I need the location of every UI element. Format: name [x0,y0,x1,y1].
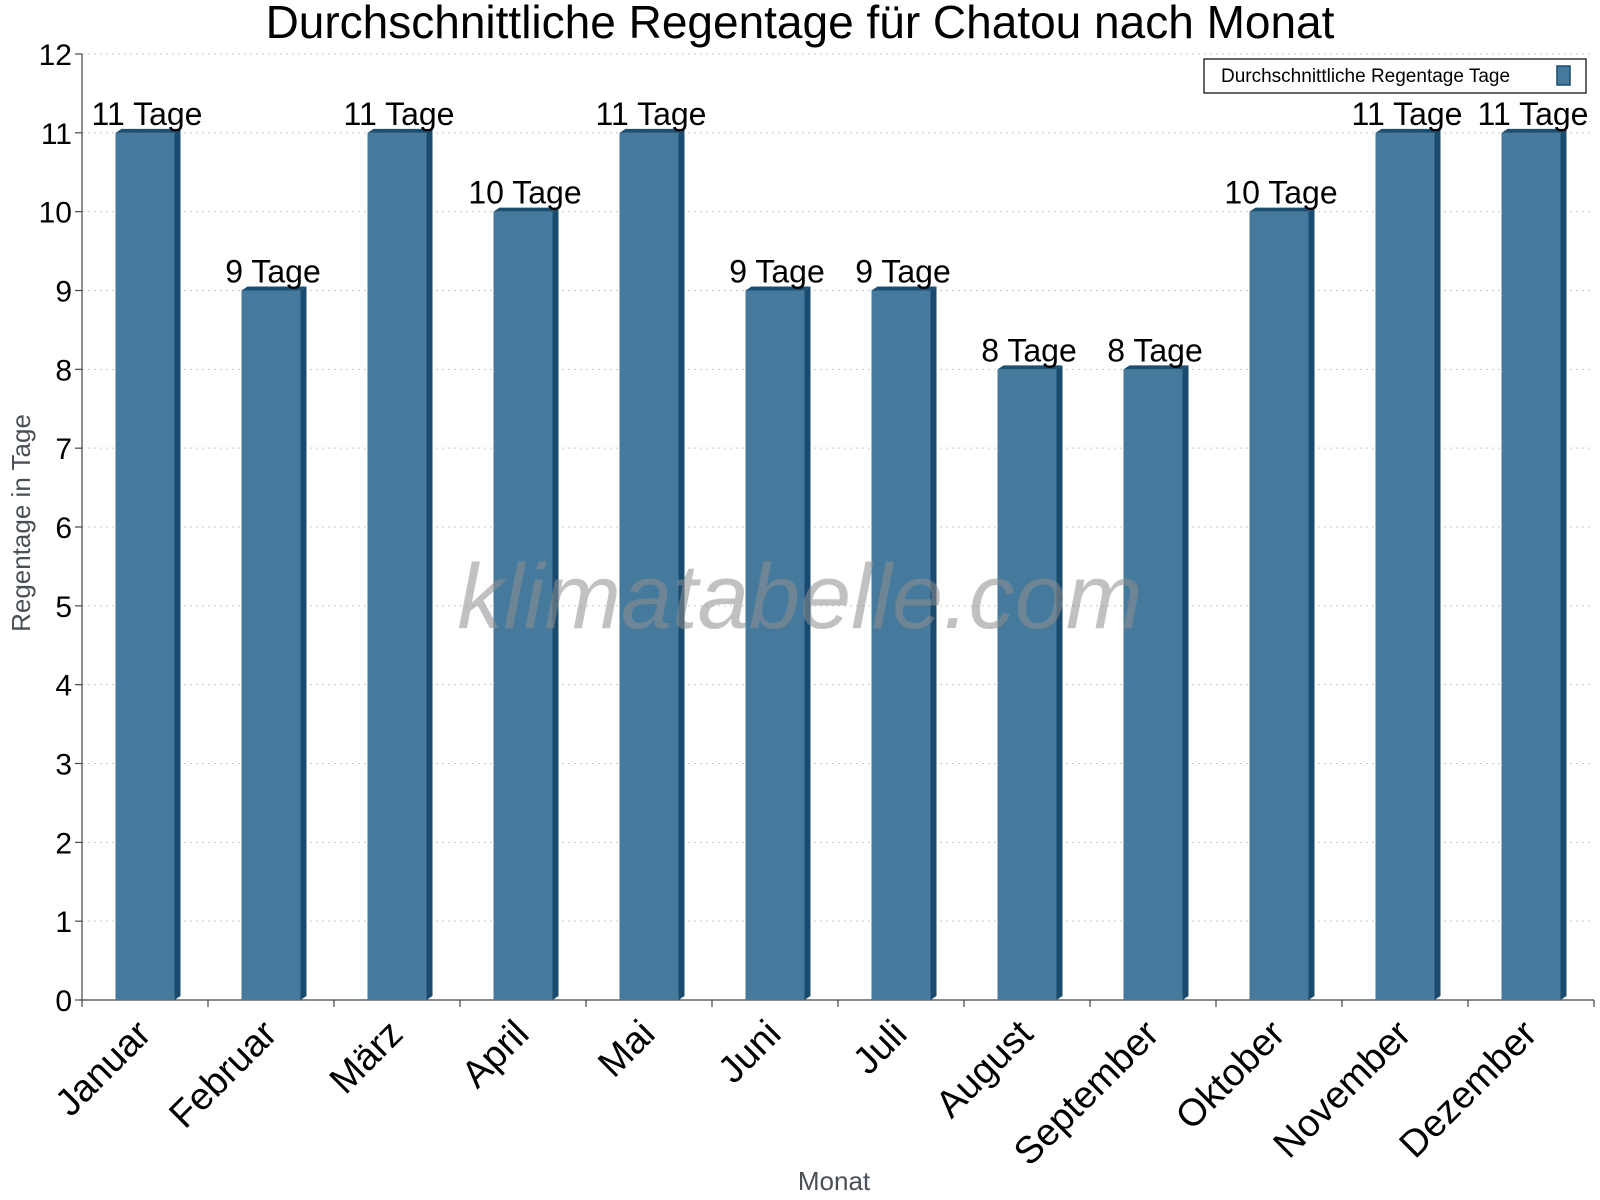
x-tick-label-2: Februar [162,1012,286,1136]
y-tick-label: 0 [55,985,72,1018]
bar-5 [619,128,685,1001]
bar-value-labels: 11 Tage 9 Tage 11 Tage 10 Tage 11 Tage 9 Tage… [92,96,1589,369]
x-tick-label-5: Mai [590,1013,663,1086]
bar-side [1056,365,1063,1000]
bar-side [930,286,937,1000]
bar-side [1182,365,1189,1000]
legend: Durchschnittliche Regentage Tage [1203,58,1587,94]
bar-10 [1249,207,1315,1000]
bar-side [678,128,685,1001]
bar-top [493,207,559,212]
y-tick-label: 2 [55,827,72,860]
bar-11 [1375,128,1441,1001]
bar-side [1434,128,1441,1001]
y-axis-label: Regentage in Tage [6,414,36,632]
bar-top [1501,128,1567,133]
x-tick-label-11: November [1266,1012,1420,1166]
x-tick-label-8: August [928,1012,1042,1126]
y-tick-label: 3 [55,749,72,782]
bar-front [619,132,679,1001]
bar-9 [1123,365,1189,1000]
bar-front [1375,132,1435,1001]
bar-top [1375,128,1441,133]
bar-6 [745,286,811,1000]
legend-swatch [1556,65,1571,86]
bar-top [241,286,307,291]
bar-value-label: 11 Tage [596,96,707,132]
bar-side [426,128,433,1001]
x-tick-label-3: März [322,1013,411,1102]
bar-value-label: 11 Tage [1352,96,1463,132]
bar-front [871,290,931,1000]
legend-box [1203,58,1587,94]
bar-value-label: 8 Tage [1107,332,1203,368]
bar-side [174,128,181,1001]
bar-value-label: 11 Tage [1478,96,1589,132]
x-tick-labels: Januar Februar März April Mai Juni Juli AugustS… [47,1000,1595,1174]
x-tick-label-7: Juli [845,1013,915,1083]
y-tick-label: 12 [39,39,72,72]
bar-front [745,290,805,1000]
bar-front [1249,211,1309,1000]
bar-value-label: 9 Tage [729,254,825,290]
bar-front [997,369,1057,1000]
grid-lines [82,53,1594,922]
bar-side [552,207,559,1000]
chart-title: Durchschnittliche Regentage für Chatou n… [266,0,1335,48]
bars [115,128,1567,1001]
y-tick-label: 7 [55,433,72,466]
x-tick-label-1: Januar [47,1012,159,1124]
bar-front [1501,132,1561,1001]
y-tick-label: 5 [55,591,72,624]
bar-value-label: 11 Tage [344,96,455,132]
bar-front [1123,369,1183,1000]
bar-4 [493,207,559,1000]
bar-value-label: 9 Tage [225,254,321,290]
bar-top [367,128,433,133]
bar-top [1123,365,1189,370]
x-tick-label-12: Dezember [1392,1012,1546,1166]
bar-value-label: 9 Tage [855,254,951,290]
bar-top [619,128,685,133]
bar-top [997,365,1063,370]
bar-side [300,286,307,1000]
bar-front [115,132,175,1001]
x-tick-label-10: Oktober [1168,1012,1294,1138]
bar-side [804,286,811,1000]
bar-7 [871,286,937,1000]
y-tick-label: 9 [55,276,72,309]
y-tick-label: 1 [55,906,72,939]
bar-top [871,286,937,291]
bar-3 [367,128,433,1001]
bar-12 [1501,128,1567,1001]
bar-top [745,286,811,291]
bar-top [1249,207,1315,212]
watermark: klimatabelle.com [457,546,1142,648]
bar-top [115,128,181,133]
bar-front [367,132,427,1001]
bar-8 [997,365,1063,1000]
legend-entry-label: Durchschnittliche Regentage Tage [1221,66,1510,87]
bar-value-label: 10 Tage [1224,175,1337,211]
bar-front [493,211,553,1000]
bar-side [1308,207,1315,1000]
bar-value-label: 11 Tage [92,96,203,132]
x-axis-label: Monat [798,1166,871,1196]
y-tick-label: 8 [55,354,72,387]
y-tick-label: 6 [55,512,72,545]
bar-1 [115,128,181,1001]
y-tick-label: 11 [41,118,72,151]
y-tick-label: 10 [39,197,72,230]
bar-value-label: 8 Tage [981,332,1077,368]
bar-front [241,290,301,1000]
bar-side [1560,128,1567,1001]
x-tick-label-4: April [454,1013,537,1096]
bar-value-label: 10 Tage [468,175,581,211]
bar-2 [241,286,307,1000]
y-tick-label: 4 [55,670,72,703]
x-tick-label-6: Juni [710,1013,789,1092]
